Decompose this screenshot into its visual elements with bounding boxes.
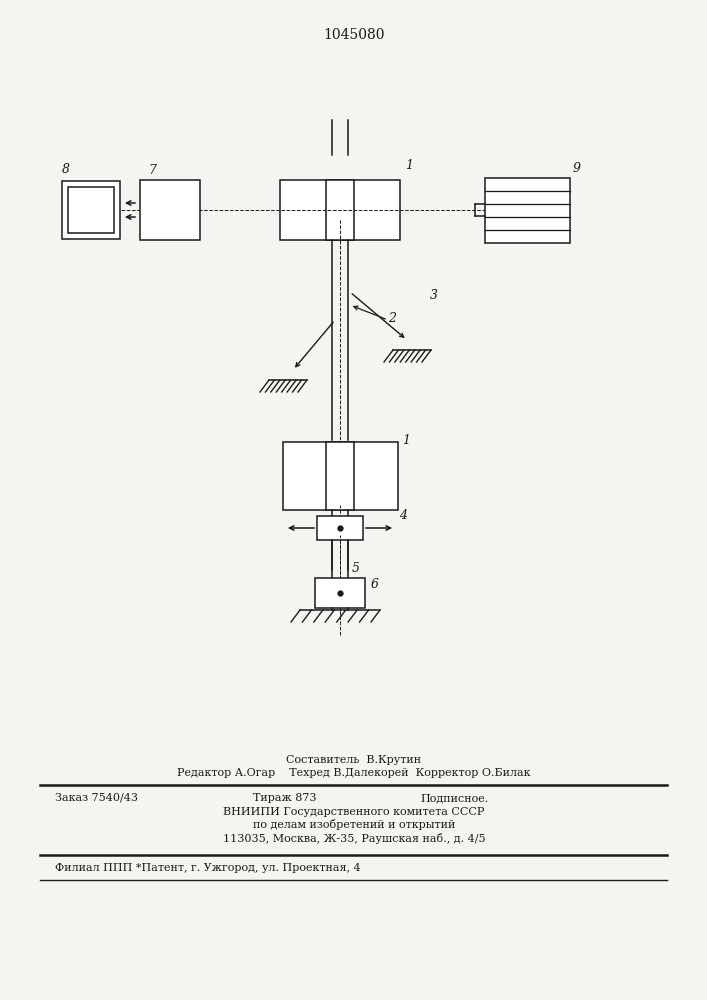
Text: Заказ 7540/43: Заказ 7540/43 xyxy=(55,793,138,803)
Text: Составитель  В.Крутин: Составитель В.Крутин xyxy=(286,755,421,765)
Text: ВНИИПИ Государственного комитета СССР: ВНИИПИ Государственного комитета СССР xyxy=(223,807,485,817)
Text: 1: 1 xyxy=(405,159,413,172)
Text: 2: 2 xyxy=(388,312,396,325)
Text: Подписное.: Подписное. xyxy=(420,793,489,803)
Text: 7: 7 xyxy=(148,164,156,177)
Bar xyxy=(68,187,114,233)
Text: 6: 6 xyxy=(371,578,379,591)
Bar xyxy=(62,181,120,239)
Bar xyxy=(315,578,365,608)
Text: 1: 1 xyxy=(402,434,411,447)
Text: 3: 3 xyxy=(430,289,438,302)
Text: по делам изобретений и открытий: по делам изобретений и открытий xyxy=(253,820,455,830)
Bar xyxy=(326,180,354,240)
Text: 1045080: 1045080 xyxy=(323,28,385,42)
Text: 113035, Москва, Ж-35, Раушская наб., д. 4/5: 113035, Москва, Ж-35, Раушская наб., д. … xyxy=(223,832,485,844)
Text: 8: 8 xyxy=(62,163,70,176)
Text: 4: 4 xyxy=(399,509,407,522)
Bar xyxy=(326,442,354,510)
Bar xyxy=(485,178,570,242)
Bar xyxy=(140,180,200,240)
Text: Тираж 873: Тираж 873 xyxy=(253,793,317,803)
Bar xyxy=(317,516,363,540)
Text: Редактор А.Огар    Техред В.Далекорей  Корректор О.Билак: Редактор А.Огар Техред В.Далекорей Корре… xyxy=(177,768,531,778)
Text: 5: 5 xyxy=(352,562,360,575)
Bar xyxy=(280,180,400,240)
Bar xyxy=(283,442,397,510)
Text: Филиал ППП *Патент, г. Ужгород, ул. Проектная, 4: Филиал ППП *Патент, г. Ужгород, ул. Прое… xyxy=(55,863,361,873)
Text: 9: 9 xyxy=(573,162,581,176)
